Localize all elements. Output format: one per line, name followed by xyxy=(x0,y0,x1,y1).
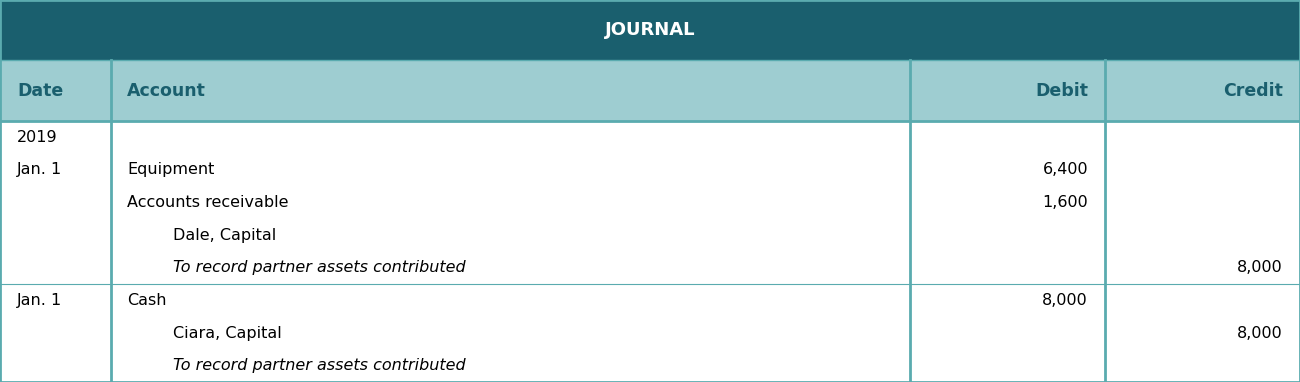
Text: 6,400: 6,400 xyxy=(1043,162,1088,177)
Text: Jan. 1: Jan. 1 xyxy=(17,162,62,177)
Bar xyxy=(0,0,1300,60)
Bar xyxy=(0,60,1300,121)
Text: Equipment: Equipment xyxy=(127,162,214,177)
Text: Cash: Cash xyxy=(127,293,166,308)
Text: Credit: Credit xyxy=(1223,81,1283,100)
Text: Date: Date xyxy=(17,81,64,100)
Text: 2019: 2019 xyxy=(17,129,57,144)
Text: Accounts receivable: Accounts receivable xyxy=(127,195,289,210)
Text: 8,000: 8,000 xyxy=(1238,260,1283,275)
Text: 8,000: 8,000 xyxy=(1043,293,1088,308)
Text: Jan. 1: Jan. 1 xyxy=(17,293,62,308)
Text: JOURNAL: JOURNAL xyxy=(604,21,696,39)
Text: 8,000: 8,000 xyxy=(1238,325,1283,340)
Bar xyxy=(0,121,1300,382)
Text: To record partner assets contributed: To record partner assets contributed xyxy=(173,260,465,275)
Text: To record partner assets contributed: To record partner assets contributed xyxy=(173,358,465,373)
Text: Debit: Debit xyxy=(1035,81,1088,100)
Text: Ciara, Capital: Ciara, Capital xyxy=(173,325,282,340)
Text: Dale, Capital: Dale, Capital xyxy=(173,228,276,243)
Text: Account: Account xyxy=(127,81,207,100)
Text: 1,600: 1,600 xyxy=(1043,195,1088,210)
